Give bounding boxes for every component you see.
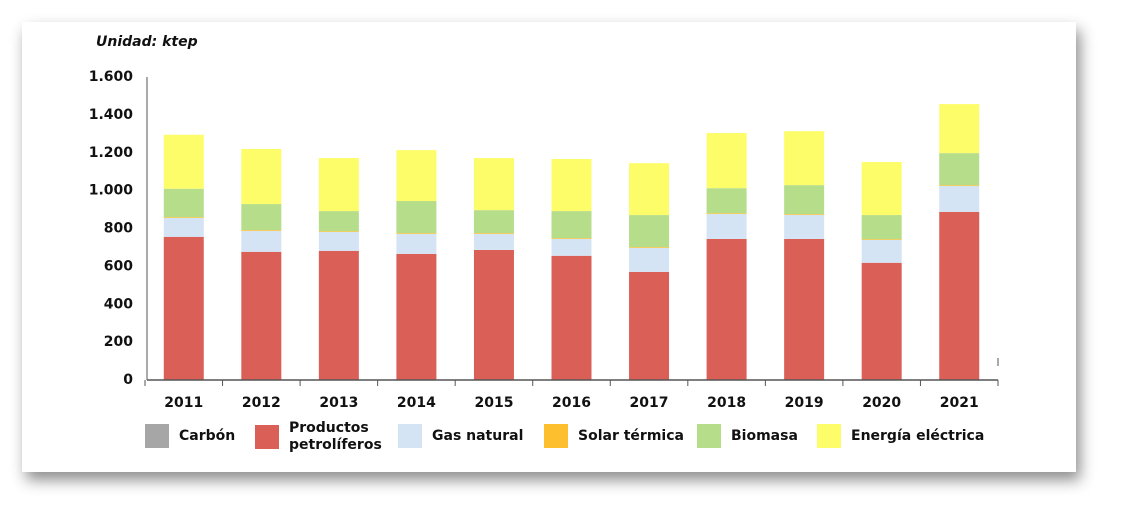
legend-item: Carbón bbox=[145, 424, 235, 448]
bar-segment bbox=[396, 253, 437, 380]
legend-label: Biomasa bbox=[731, 428, 798, 444]
y-tick-label: 600 bbox=[104, 258, 133, 274]
bar-segment bbox=[241, 204, 282, 231]
bar-segment bbox=[551, 238, 592, 239]
bar-segment bbox=[784, 185, 825, 215]
bar-segment bbox=[861, 215, 902, 240]
legend-label: Solar térmica bbox=[578, 428, 684, 444]
bar-segment bbox=[784, 238, 825, 380]
bar-segment bbox=[241, 230, 282, 231]
bar-segment bbox=[939, 153, 980, 186]
bar-segment bbox=[939, 104, 980, 154]
bar-segment bbox=[551, 238, 592, 256]
bar-segment bbox=[629, 271, 670, 380]
x-tick-label: 2021 bbox=[940, 395, 979, 411]
legend-item: Solar térmica bbox=[544, 424, 684, 448]
bar-segment bbox=[473, 249, 514, 380]
x-tick-label: 2016 bbox=[552, 395, 591, 411]
legend-label: Productos petrolíferos bbox=[289, 420, 382, 453]
y-tick-label: 400 bbox=[104, 296, 133, 312]
bar-segment bbox=[861, 162, 902, 216]
x-tick-label: 2015 bbox=[474, 395, 513, 411]
bar-segment bbox=[318, 211, 359, 232]
bar-segment bbox=[551, 211, 592, 239]
bar-segment bbox=[629, 247, 670, 248]
bar-segment bbox=[706, 213, 747, 214]
y-tick-label: 1.200 bbox=[89, 145, 134, 161]
bar-segment bbox=[473, 233, 514, 234]
bar-segment bbox=[473, 233, 514, 250]
bar-segment bbox=[939, 185, 980, 186]
legend-item: Gas natural bbox=[398, 424, 523, 448]
bar-segment bbox=[318, 158, 359, 212]
legend-swatch bbox=[817, 424, 841, 448]
unit-label: Unidad: ktep bbox=[96, 34, 198, 50]
x-tick-label: 2013 bbox=[319, 395, 358, 411]
bar-segment bbox=[861, 239, 902, 240]
bar-segment bbox=[163, 188, 204, 218]
bar-segment bbox=[396, 233, 437, 234]
bar-segment bbox=[473, 158, 514, 211]
legend-swatch bbox=[255, 425, 279, 449]
bar-segment bbox=[629, 163, 670, 216]
bar-segment bbox=[706, 238, 747, 380]
bar-segment bbox=[706, 133, 747, 189]
bar-segment bbox=[163, 217, 204, 237]
y-tick-label: 1.600 bbox=[89, 69, 134, 85]
bar-segment bbox=[318, 231, 359, 251]
bar-segment bbox=[784, 214, 825, 239]
bar-segment bbox=[551, 158, 592, 212]
legend-item: Biomasa bbox=[697, 424, 798, 448]
x-tick-label: 2020 bbox=[862, 395, 901, 411]
bar-segment bbox=[939, 211, 980, 380]
bar-segment bbox=[318, 250, 359, 380]
legend-swatch bbox=[398, 424, 422, 448]
bar-segment bbox=[396, 150, 437, 202]
legend-item: Energía eléctrica bbox=[817, 424, 984, 448]
x-tick-label: 2012 bbox=[242, 395, 281, 411]
y-tick-label: 200 bbox=[104, 334, 133, 350]
legend-swatch bbox=[697, 424, 721, 448]
bar-segment bbox=[396, 201, 437, 234]
legend-swatch bbox=[544, 424, 568, 448]
bar-segment bbox=[163, 217, 204, 218]
bar-segment bbox=[706, 213, 747, 239]
y-tick-label: 1.400 bbox=[89, 107, 134, 123]
bar-segment bbox=[241, 251, 282, 380]
bar-segment bbox=[861, 262, 902, 380]
bar-segment bbox=[318, 231, 359, 232]
legend-label: Carbón bbox=[179, 428, 236, 444]
bar-segment bbox=[629, 215, 670, 248]
bar-segment bbox=[241, 148, 282, 205]
bar-segment bbox=[861, 239, 902, 263]
bar-segment bbox=[551, 255, 592, 380]
bar-segment bbox=[784, 214, 825, 215]
y-tick-label: 1.000 bbox=[89, 183, 134, 199]
x-tick-label: 2019 bbox=[785, 395, 824, 411]
bar-segment bbox=[163, 236, 204, 380]
legend-label: Gas natural bbox=[432, 428, 524, 444]
bar-segment bbox=[396, 233, 437, 254]
bar-segment bbox=[473, 210, 514, 234]
bar-segment bbox=[163, 134, 204, 189]
x-tick-label: 2018 bbox=[707, 395, 746, 411]
x-tick-label: 2017 bbox=[630, 395, 669, 411]
legend-item: Productos petrolíferos bbox=[255, 420, 389, 454]
legend-swatch bbox=[145, 424, 169, 448]
bar-segment bbox=[784, 131, 825, 186]
y-tick-label: 800 bbox=[104, 221, 133, 237]
bar-segment bbox=[241, 230, 282, 252]
x-tick-label: 2014 bbox=[397, 395, 436, 411]
x-tick-label: 2011 bbox=[164, 395, 203, 411]
legend-label: Energía eléctrica bbox=[851, 428, 985, 444]
bar-segment bbox=[629, 247, 670, 272]
bar-segment bbox=[706, 188, 747, 214]
y-tick-label: 0 bbox=[123, 372, 133, 388]
bar-segment bbox=[939, 185, 980, 212]
